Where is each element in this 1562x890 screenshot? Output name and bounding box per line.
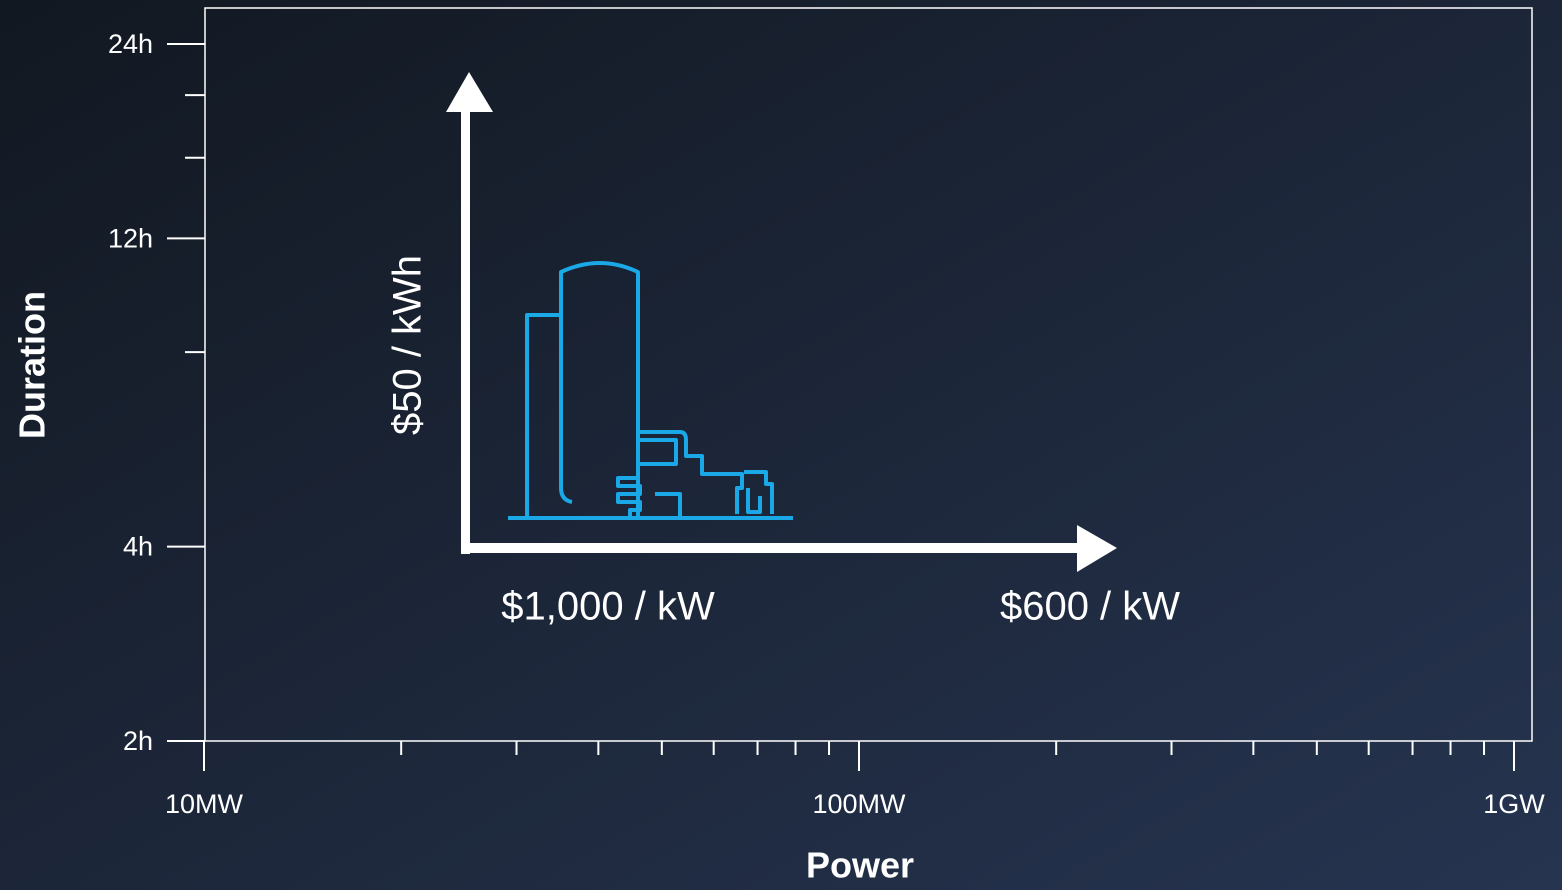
x-tick-label: 1GW [1483, 789, 1545, 819]
x-axis-title: Power [806, 845, 914, 886]
vertical-arrow-head [446, 72, 493, 112]
power-cost-label: $600 / kW [1000, 585, 1180, 629]
horizontal-arrow-head [1077, 525, 1117, 572]
plant-icon [508, 261, 793, 520]
y-tick-label: 4h [123, 532, 153, 562]
plot-frame [204, 7, 1533, 742]
x-tick-label: 10MW [165, 789, 244, 819]
y-tick-label: 24h [108, 29, 153, 59]
vertical-arrow-shaft [461, 108, 470, 554]
energy-cost-label: $50 / kWh [386, 255, 430, 435]
y-axis-title: Duration [12, 291, 53, 439]
y-tick-label: 2h [123, 726, 153, 756]
horizontal-arrow-shaft [461, 543, 1081, 553]
y-tick-label: 12h [108, 224, 153, 254]
power-cost-label: $1,000 / kW [501, 585, 715, 629]
x-tick-label: 100MW [812, 789, 906, 819]
cost-arrows [446, 72, 1117, 572]
